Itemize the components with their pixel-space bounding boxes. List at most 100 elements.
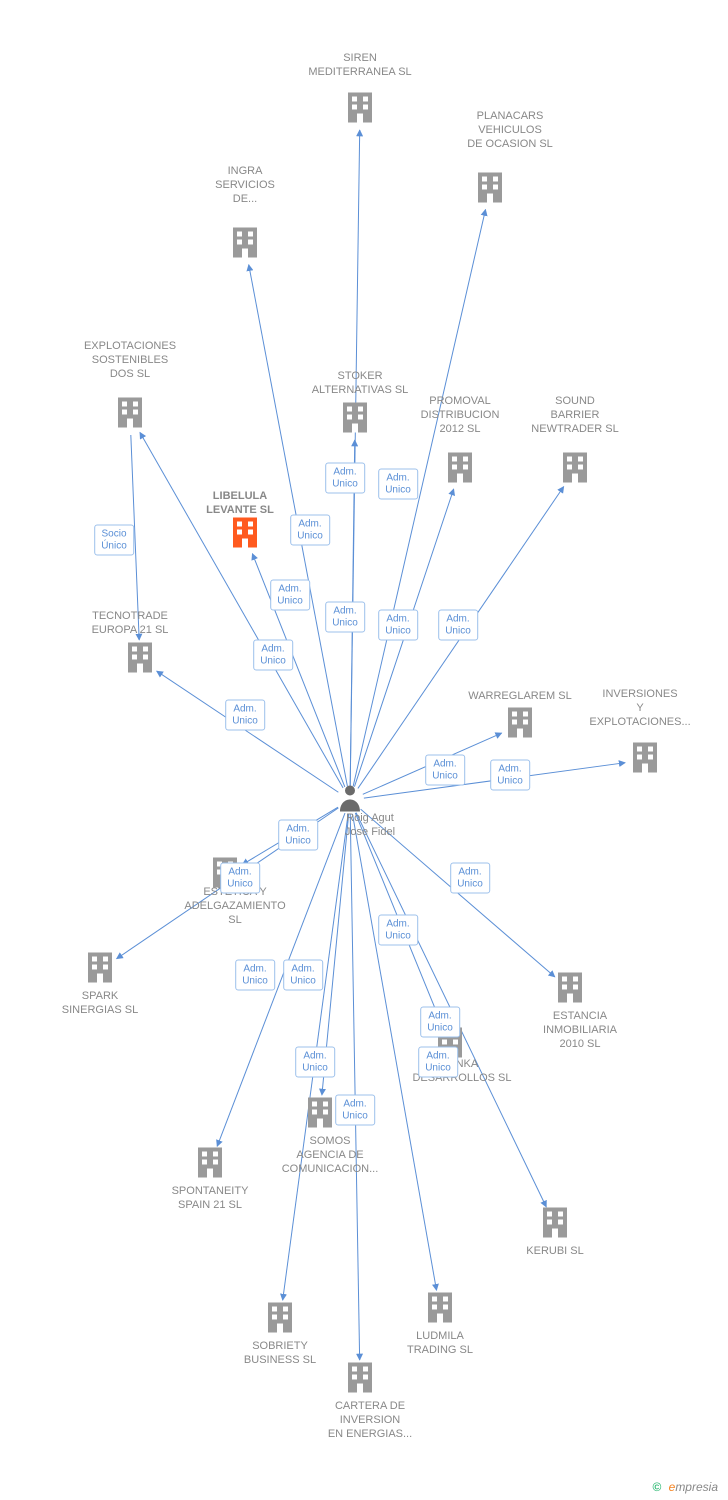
label-line: BARRIER [551, 409, 600, 421]
label-line: ESTANCIA [553, 1010, 607, 1022]
label-line: EXPLOTACIONES... [589, 716, 690, 728]
label-line: 2010 SL [560, 1038, 601, 1050]
building-icon [475, 171, 505, 205]
label-line: SOSTENIBLES [92, 354, 168, 366]
edge-label-line: Adm. [286, 824, 309, 835]
label-line: INVERSION [340, 1414, 401, 1426]
company-node[interactable] [125, 641, 155, 680]
company-label: INVERSIONESYEXPLOTACIONES... [580, 688, 700, 729]
company-node[interactable] [85, 951, 115, 990]
building-icon [265, 1301, 295, 1335]
company-label: SPARK SINERGIAS SL [40, 990, 160, 1018]
company-node[interactable] [230, 516, 260, 555]
edge-label-line: Único [101, 540, 127, 551]
edge-label-line: Unico [227, 878, 253, 889]
label-line: BUSINESS SL [244, 1354, 316, 1366]
edge-label: Adm.Unico [378, 915, 418, 946]
company-node[interactable] [230, 226, 260, 265]
label-line: SERVICIOS [215, 179, 275, 191]
edge-label: Adm.Unico [235, 960, 275, 991]
label-line: EN ENERGIAS... [328, 1428, 412, 1440]
edge-label-line: Adm. [333, 606, 356, 617]
edge-label: Adm.Unico [438, 610, 478, 641]
building-icon [540, 1206, 570, 1240]
company-node[interactable] [505, 706, 535, 745]
company-node[interactable] [265, 1301, 295, 1340]
edge-label: Adm.Unico [490, 760, 530, 791]
network-canvas [0, 0, 728, 1500]
edge-label-line: Adm. [243, 964, 266, 975]
company-node[interactable] [340, 401, 370, 440]
building-icon [425, 1291, 455, 1325]
company-node[interactable] [305, 1096, 335, 1135]
building-icon [125, 641, 155, 675]
company-label: LUDMILATRADING SL [380, 1330, 500, 1358]
label-line: SPONTANEITY [172, 1185, 249, 1197]
edge-label: Adm.Unico [295, 1047, 335, 1078]
edge-label-line: Unico [457, 878, 483, 889]
edge-label-line: Adm. [458, 867, 481, 878]
label-line: Roig Agut [346, 812, 394, 824]
edge [350, 814, 359, 1360]
company-node[interactable] [540, 1206, 570, 1245]
company-label: ESTANCIAINMOBILIARIA2010 SL [520, 1010, 640, 1051]
company-node[interactable] [115, 396, 145, 435]
label-line: SOUND [555, 395, 595, 407]
edge-label-line: Adm. [498, 764, 521, 775]
company-label: PLANACARSVEHICULOSDE OCASION SL [450, 110, 570, 151]
brand-rest: mpresia [675, 1480, 718, 1494]
edge-label: SocioÚnico [94, 525, 134, 556]
company-label: SIRENMEDITERRANEA SL [300, 52, 420, 80]
label-line: CARTERA DE [335, 1400, 405, 1412]
edge-label-line: Unico [242, 975, 268, 986]
edge-label: Adm.Unico [425, 755, 465, 786]
label-line: ADELGAZAMIENTO [184, 900, 285, 912]
company-node[interactable] [345, 91, 375, 130]
edge-label-line: Unico [232, 715, 258, 726]
edge-label-line: Unico [385, 930, 411, 941]
edge-label-line: Adm. [386, 614, 409, 625]
label-line: SL [228, 914, 241, 926]
edge-label: Adm.Unico [378, 610, 418, 641]
label-line: AGENCIA DE [296, 1149, 363, 1161]
company-node[interactable] [345, 1361, 375, 1400]
company-node[interactable] [475, 171, 505, 210]
building-icon [345, 1361, 375, 1395]
company-node[interactable] [555, 971, 585, 1010]
label-line: INGRA [228, 165, 263, 177]
label-line: TECNOTRADE [92, 610, 168, 622]
label-line: EUROPA 21 SL [92, 624, 169, 636]
label-line: SPAIN 21 SL [178, 1199, 242, 1211]
building-icon [115, 396, 145, 430]
company-node[interactable] [630, 741, 660, 780]
edge-label: Adm.Unico [278, 820, 318, 851]
label-line: LUDMILA [416, 1330, 464, 1342]
edge-label-line: Adm. [333, 467, 356, 478]
label-line: SIREN [343, 52, 377, 64]
label-line: NEWTRADER SL [531, 423, 618, 435]
building-icon [305, 1096, 335, 1130]
edge-label-line: Adm. [233, 704, 256, 715]
edge-label-line: Adm. [298, 519, 321, 530]
company-node[interactable] [445, 451, 475, 490]
company-label: CARTERA DE INVERSION EN ENERGIAS... [310, 1400, 430, 1441]
edge-label-line: Unico [427, 1022, 453, 1033]
company-node[interactable] [195, 1146, 225, 1185]
edge-label-line: Socio [101, 529, 126, 540]
label-line: SINERGIAS SL [62, 1004, 138, 1016]
company-label: SOMOSAGENCIA DECOMUNICACION... [270, 1135, 390, 1176]
edge-label: Adm.Unico [378, 469, 418, 500]
label-line: SPARK [82, 990, 118, 1002]
edge-label-line: Unico [342, 1110, 368, 1121]
label-line: VEHICULOS [478, 124, 542, 136]
company-node[interactable] [425, 1291, 455, 1330]
building-icon [340, 401, 370, 435]
edge-label-line: Unico [260, 655, 286, 666]
company-node[interactable] [560, 451, 590, 490]
label-line: SOMOS [310, 1135, 351, 1147]
edge-label: Adm.Unico [283, 960, 323, 991]
edge-label-line: Unico [385, 484, 411, 495]
label-line: STOKER [337, 370, 382, 382]
edge-label-line: Adm. [446, 614, 469, 625]
building-icon [505, 706, 535, 740]
